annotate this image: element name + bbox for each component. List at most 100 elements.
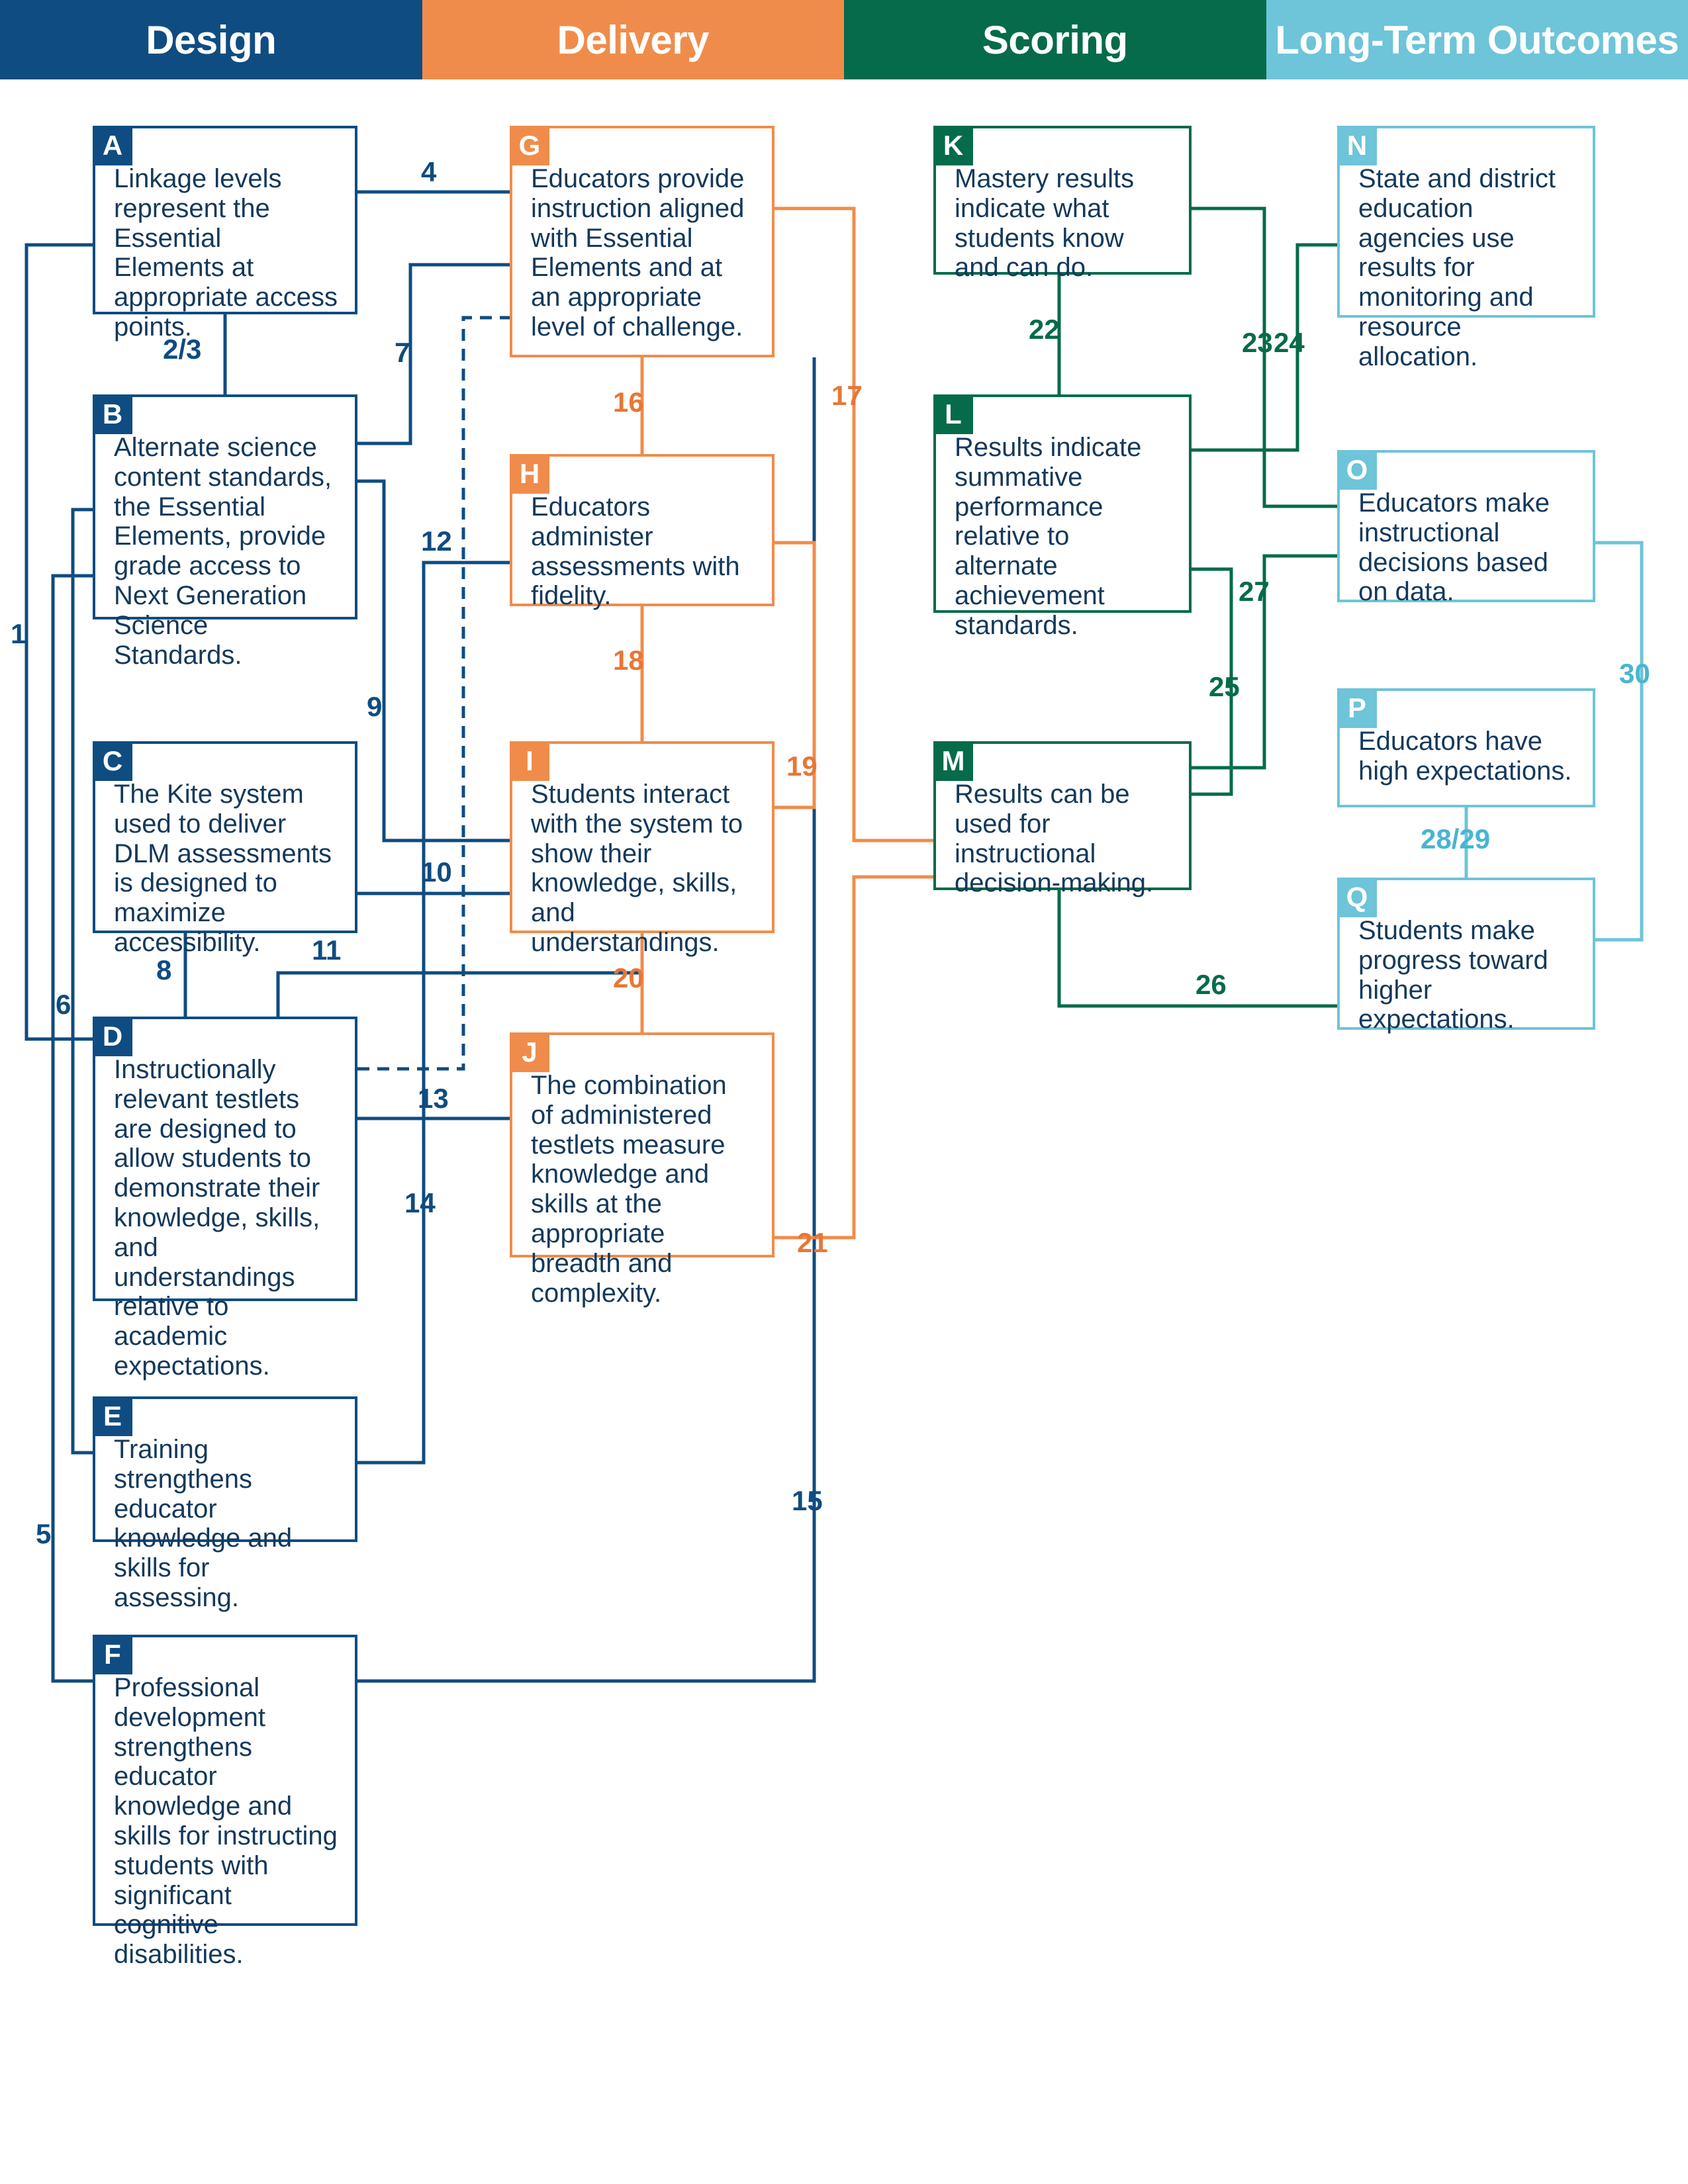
edge-label-1: 1 bbox=[11, 618, 26, 650]
edge-label-12: 12 bbox=[421, 525, 452, 557]
edge-5 bbox=[53, 576, 93, 1681]
edge-6 bbox=[73, 510, 93, 1453]
node-text: Results indicate summative performance r… bbox=[955, 412, 1173, 641]
node-text: Students make progress toward higher exp… bbox=[1358, 895, 1577, 1034]
node-tag: G bbox=[510, 126, 549, 165]
node-text: Students interact with the system to sho… bbox=[531, 758, 756, 958]
node-K: KMastery results indicate what students … bbox=[933, 126, 1192, 275]
edge-label-21: 21 bbox=[797, 1227, 828, 1259]
node-F: FProfessional development strengthens ed… bbox=[93, 1635, 357, 1926]
node-tag: O bbox=[1337, 450, 1377, 490]
node-B: BAlternate science content standards, th… bbox=[93, 394, 357, 619]
node-tag: N bbox=[1337, 126, 1377, 165]
edge-label-27: 27 bbox=[1239, 576, 1270, 608]
edge-14 bbox=[357, 563, 510, 1463]
node-text: Alternate science content standards, the… bbox=[114, 412, 339, 670]
edge-label-22: 22 bbox=[1029, 314, 1060, 345]
node-text: Linkage levels represent the Essential E… bbox=[114, 143, 339, 342]
node-C: CThe Kite system used to deliver DLM ass… bbox=[93, 741, 357, 933]
edge-label-30: 30 bbox=[1619, 658, 1650, 690]
node-text: Training strengthens educator knowledge … bbox=[114, 1414, 339, 1613]
edge-label-7: 7 bbox=[395, 337, 410, 369]
node-text: Educators have high expectations. bbox=[1358, 705, 1577, 786]
node-text: Educators administer assessments with fi… bbox=[531, 471, 756, 611]
edge-27 bbox=[1192, 556, 1337, 768]
node-D: DInstructionally relevant testlets are d… bbox=[93, 1017, 357, 1301]
edge-label-6: 6 bbox=[56, 989, 71, 1021]
node-N: NState and district education agencies u… bbox=[1337, 126, 1595, 318]
node-I: IStudents interact with the system to sh… bbox=[510, 741, 774, 933]
node-tag: J bbox=[510, 1032, 549, 1072]
edge-9 bbox=[357, 481, 510, 841]
edge-label-24: 24 bbox=[1274, 327, 1305, 359]
edge-label-9: 9 bbox=[367, 691, 382, 723]
node-text: Results can be used for instructional de… bbox=[955, 758, 1173, 898]
edge-12 bbox=[357, 318, 510, 1069]
edge-26 bbox=[1059, 890, 1337, 1006]
node-L: LResults indicate summative performance … bbox=[933, 394, 1192, 613]
edge-19 bbox=[774, 543, 814, 807]
edge-label-5: 5 bbox=[36, 1518, 51, 1550]
node-tag: F bbox=[93, 1635, 132, 1674]
edge-label-15: 15 bbox=[792, 1485, 823, 1517]
header-delivery: Delivery bbox=[422, 0, 845, 79]
edge-25 bbox=[1192, 569, 1231, 794]
edge-30 bbox=[1595, 543, 1642, 940]
node-tag: E bbox=[93, 1396, 132, 1436]
edge-label-10: 10 bbox=[421, 856, 452, 888]
edge-7 bbox=[357, 265, 510, 443]
node-M: MResults can be used for instructional d… bbox=[933, 741, 1192, 890]
node-O: OEducators make instructional decisions … bbox=[1337, 450, 1595, 602]
header-scoring-label: Scoring bbox=[982, 17, 1128, 63]
edge-label-20: 20 bbox=[613, 962, 644, 994]
node-text: Educators make instructional decisions b… bbox=[1358, 467, 1577, 607]
edge-1 bbox=[26, 245, 93, 1039]
column-headers: Design Delivery Scoring Long-Term Outcom… bbox=[0, 0, 1688, 79]
node-E: ETraining strengthens educator knowledge… bbox=[93, 1396, 357, 1542]
edge-label-23: 23 bbox=[1242, 327, 1273, 359]
node-text: Mastery results indicate what students k… bbox=[955, 143, 1173, 283]
edge-label-13: 13 bbox=[418, 1083, 449, 1115]
edge-label-16: 16 bbox=[613, 387, 644, 418]
edge-label-25: 25 bbox=[1209, 671, 1240, 703]
node-tag: D bbox=[93, 1017, 132, 1056]
header-scoring: Scoring bbox=[844, 0, 1266, 79]
node-tag: I bbox=[510, 741, 549, 781]
node-A: ALinkage levels represent the Essential … bbox=[93, 126, 357, 314]
diagram-stage: ALinkage levels represent the Essential … bbox=[0, 79, 1688, 2184]
node-tag: B bbox=[93, 394, 132, 434]
edge-label-18: 18 bbox=[613, 645, 644, 676]
node-text: Educators provide instruction aligned wi… bbox=[531, 143, 756, 342]
node-text: Instructionally relevant testlets are de… bbox=[114, 1034, 339, 1381]
header-delivery-label: Delivery bbox=[557, 17, 710, 63]
edge-label-14: 14 bbox=[404, 1187, 436, 1219]
node-tag: H bbox=[510, 454, 549, 494]
header-design: Design bbox=[0, 0, 422, 79]
edge-label-17: 17 bbox=[831, 380, 863, 412]
edge-label-19: 19 bbox=[786, 751, 818, 782]
edge-label-4: 4 bbox=[421, 156, 436, 188]
node-P: PEducators have high expectations. bbox=[1337, 688, 1595, 807]
node-G: GEducators provide instruction aligned w… bbox=[510, 126, 774, 357]
edge-label-28/29: 28/29 bbox=[1421, 823, 1490, 855]
header-design-label: Design bbox=[146, 17, 276, 63]
node-J: JThe combination of administered testlet… bbox=[510, 1032, 774, 1257]
edge-21 bbox=[774, 877, 1192, 1238]
header-outcomes-label: Long-Term Outcomes bbox=[1275, 17, 1679, 63]
node-Q: QStudents make progress toward higher ex… bbox=[1337, 878, 1595, 1030]
edge-label-8: 8 bbox=[156, 954, 171, 986]
node-tag: L bbox=[933, 394, 973, 434]
node-tag: M bbox=[933, 741, 973, 781]
node-tag: P bbox=[1337, 688, 1377, 728]
node-H: HEducators administer assessments with f… bbox=[510, 454, 774, 606]
edge-23 bbox=[1192, 208, 1337, 506]
edge-24 bbox=[1192, 245, 1337, 450]
node-tag: A bbox=[93, 126, 132, 165]
node-tag: K bbox=[933, 126, 973, 165]
node-tag: Q bbox=[1337, 878, 1377, 917]
node-text: The combination of administered testlets… bbox=[531, 1050, 756, 1308]
node-text: The Kite system used to deliver DLM asse… bbox=[114, 758, 339, 958]
node-tag: C bbox=[93, 741, 132, 781]
header-outcomes: Long-Term Outcomes bbox=[1266, 0, 1688, 79]
node-text: Professional development strengthens edu… bbox=[114, 1652, 339, 1970]
